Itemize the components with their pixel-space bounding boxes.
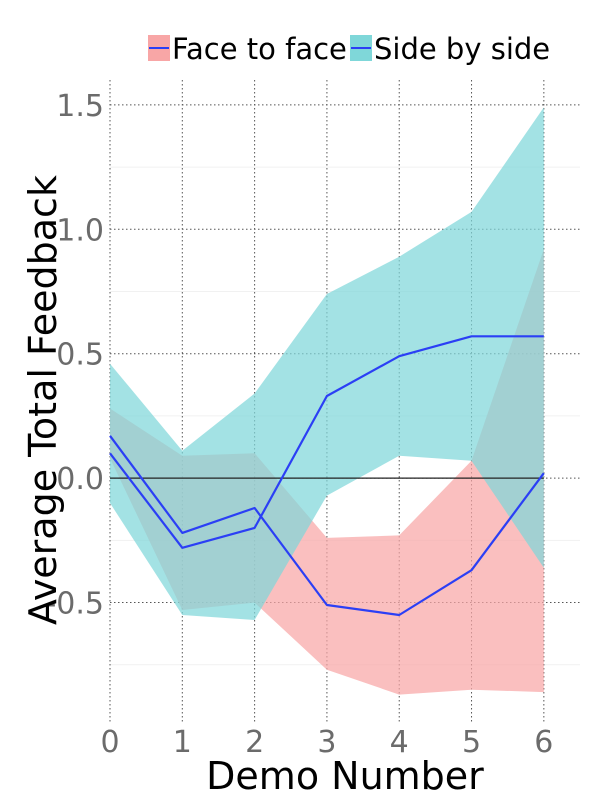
x-tick-label: 6	[534, 725, 553, 760]
y-tick-label: 0.0	[56, 462, 104, 497]
confidence-bands	[110, 107, 544, 695]
legend: Face to face Side by side	[148, 32, 550, 66]
y-tick-label: 1.5	[56, 89, 104, 124]
y-axis-title: Average Total Feedback	[21, 175, 65, 625]
x-tick-label: 2	[245, 725, 264, 760]
x-tick-label: 4	[390, 725, 409, 760]
x-tick-label: 3	[317, 725, 336, 760]
x-axis-title: Demo Number	[206, 754, 484, 798]
x-tick-label: 5	[462, 725, 481, 760]
line-side-by-side	[109, 335, 544, 549]
y-tick-label: 0.5	[56, 338, 104, 373]
legend-item-face-to-face: Face to face	[148, 32, 347, 66]
line-face-to-face	[109, 435, 545, 617]
y-tick-labels: -0.5 0.0 0.5 1.0 1.5	[45, 89, 104, 622]
y-tick-label: 1.0	[56, 213, 104, 248]
series-lines	[109, 335, 545, 617]
x-tick-label: 1	[173, 725, 192, 760]
x-tick-labels: 0 1 2 3 4 5 6	[100, 725, 553, 760]
legend-label: Side by side	[374, 32, 550, 66]
y-tick-label: -0.5	[45, 587, 104, 622]
band-side-by-side	[110, 107, 544, 620]
x-tick-label: 0	[100, 725, 119, 760]
legend-label: Face to face	[172, 32, 347, 66]
legend-item-side-by-side: Side by side	[350, 32, 550, 66]
